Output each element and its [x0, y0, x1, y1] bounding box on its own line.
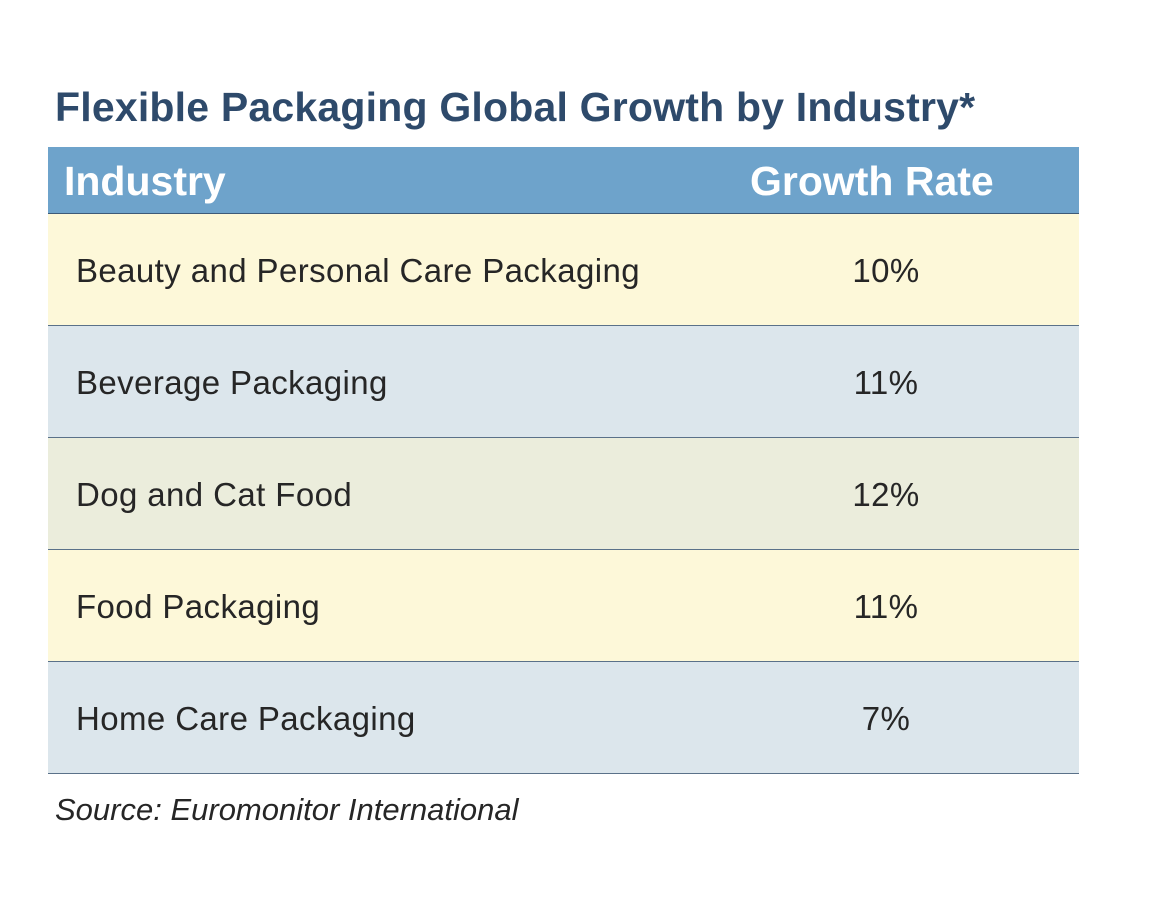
growth-table: Industry Growth Rate Beauty and Personal… — [48, 147, 1079, 774]
table-header-row: Industry Growth Rate — [48, 147, 1079, 214]
table-row: Dog and Cat Food 12% — [48, 438, 1079, 550]
growth-rate-cell: 12% — [852, 476, 920, 513]
table-row: Food Packaging 11% — [48, 550, 1079, 662]
industry-cell: Food Packaging — [76, 588, 321, 625]
industry-cell: Home Care Packaging — [76, 700, 416, 737]
table-title: Flexible Packaging Global Growth by Indu… — [55, 84, 976, 130]
table-body: Beauty and Personal Care Packaging 10% Bev… — [48, 214, 1079, 774]
growth-rate-cell: 7% — [861, 700, 911, 737]
growth-rate-cell: 11% — [853, 364, 919, 401]
industry-cell: Beauty and Personal Care Packaging — [76, 252, 640, 289]
table-row: Beverage Packaging 11% — [48, 326, 1079, 438]
industry-cell: Beverage Packaging — [76, 364, 388, 401]
header-industry: Industry — [64, 158, 226, 204]
header-growth-rate: Growth Rate — [750, 158, 994, 204]
growth-rate-cell: 10% — [852, 252, 920, 289]
industry-cell: Dog and Cat Food — [76, 476, 353, 513]
growth-rate-cell: 11% — [853, 588, 919, 625]
table-row: Home Care Packaging 7% — [48, 662, 1079, 774]
table-row: Beauty and Personal Care Packaging 10% — [48, 214, 1079, 326]
source-note: Source: Euromonitor International — [55, 792, 519, 827]
